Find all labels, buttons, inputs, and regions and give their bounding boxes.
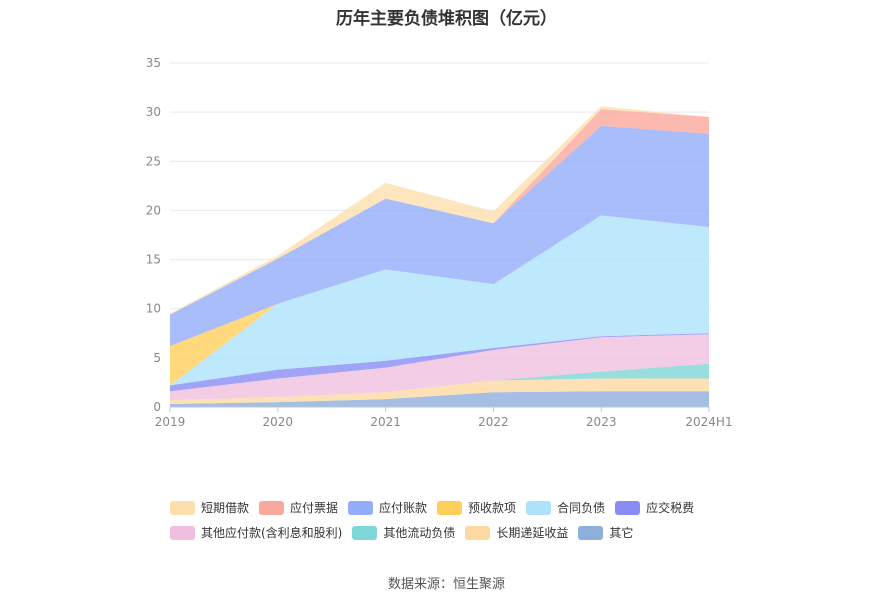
area-series-应付票据 bbox=[170, 109, 709, 315]
legend-swatch bbox=[348, 500, 374, 515]
legend-item[interactable]: 短期借款 bbox=[170, 499, 249, 516]
legend-label: 预收款项 bbox=[468, 501, 517, 515]
legend-label: 应付票据 bbox=[290, 501, 339, 515]
x-tick-label: 2019 bbox=[155, 415, 186, 429]
legend-swatch bbox=[615, 500, 641, 515]
y-tick-label: 35 bbox=[146, 56, 161, 70]
y-tick-label: 20 bbox=[146, 203, 161, 217]
legend-label: 合同负债 bbox=[557, 501, 606, 515]
area-series-应付账款 bbox=[170, 125, 709, 347]
chart-title: 历年主要负债堆积图（亿元） bbox=[336, 9, 557, 29]
y-tick-label: 5 bbox=[153, 351, 161, 365]
y-tick-label: 25 bbox=[146, 154, 161, 168]
y-tick-label: 15 bbox=[146, 253, 161, 267]
x-tick-label: 2022 bbox=[478, 415, 509, 429]
x-tick-label: 2023 bbox=[586, 415, 617, 429]
legend-row: 其他应付款(含利息和股利) 其他流动负债 长期递延收益 其它 bbox=[170, 520, 770, 545]
legend-item[interactable]: 合同负债 bbox=[526, 499, 605, 516]
legend-item[interactable]: 长期递延收益 bbox=[465, 524, 568, 541]
y-tick-label: 10 bbox=[146, 302, 161, 316]
area-series-短期借款 bbox=[170, 106, 709, 315]
legend-swatch bbox=[170, 525, 195, 540]
area-series-合同负债 bbox=[170, 215, 709, 386]
legend-item[interactable]: 应付账款 bbox=[348, 499, 427, 516]
y-tick-label: 0 bbox=[153, 400, 161, 414]
area-series bbox=[170, 106, 709, 407]
legend-label: 应付账款 bbox=[379, 501, 428, 515]
legend-item[interactable]: 其他应付款(含利息和股利) bbox=[170, 524, 342, 541]
y-tick-label: 30 bbox=[146, 105, 161, 119]
area-series-其它 bbox=[170, 391, 709, 407]
x-tick-label: 2024H1 bbox=[685, 415, 732, 429]
area-series-其他应付款(含利息和股利) bbox=[170, 334, 709, 401]
legend-item[interactable]: 预收款项 bbox=[437, 499, 516, 516]
legend-label: 其它 bbox=[609, 526, 634, 540]
legend-item[interactable]: 应交税费 bbox=[615, 499, 694, 516]
x-tick-label: 2021 bbox=[370, 415, 401, 429]
legend-item[interactable]: 其他流动负债 bbox=[352, 524, 455, 541]
legend-label: 短期借款 bbox=[201, 501, 250, 515]
legend-label: 长期递延收益 bbox=[496, 526, 569, 540]
legend-swatch bbox=[578, 525, 604, 540]
legend-row: 短期借款 应付票据 应付账款 预收款项 合同负债 应交税费 bbox=[170, 495, 770, 520]
legend-label: 应交税费 bbox=[646, 501, 695, 515]
legend-swatch bbox=[437, 500, 463, 515]
legend-swatch bbox=[170, 500, 195, 515]
legend-item[interactable]: 其它 bbox=[578, 524, 633, 541]
axes: 0 5 10 15 20 25 30 35 2019 2020 2021 2022 2023 2024H1 bbox=[146, 56, 733, 429]
legend-label: 其他应付款(含利息和股利) bbox=[201, 526, 343, 540]
area-series-长期递延收益 bbox=[170, 378, 709, 405]
x-tick-label: 2020 bbox=[263, 415, 294, 429]
legend-swatch bbox=[259, 500, 285, 515]
legend: 短期借款 应付票据 应付账款 预收款项 合同负债 应交税费其他应付款(含利息和股利) 其他流… bbox=[170, 495, 770, 545]
legend-label: 其他流动负债 bbox=[383, 526, 456, 540]
legend-item[interactable]: 应付票据 bbox=[259, 499, 338, 516]
legend-swatch bbox=[526, 500, 552, 515]
legend-swatch bbox=[352, 525, 378, 540]
legend-swatch bbox=[465, 525, 491, 540]
data-source-note: 数据来源：恒生聚源 bbox=[387, 577, 505, 592]
